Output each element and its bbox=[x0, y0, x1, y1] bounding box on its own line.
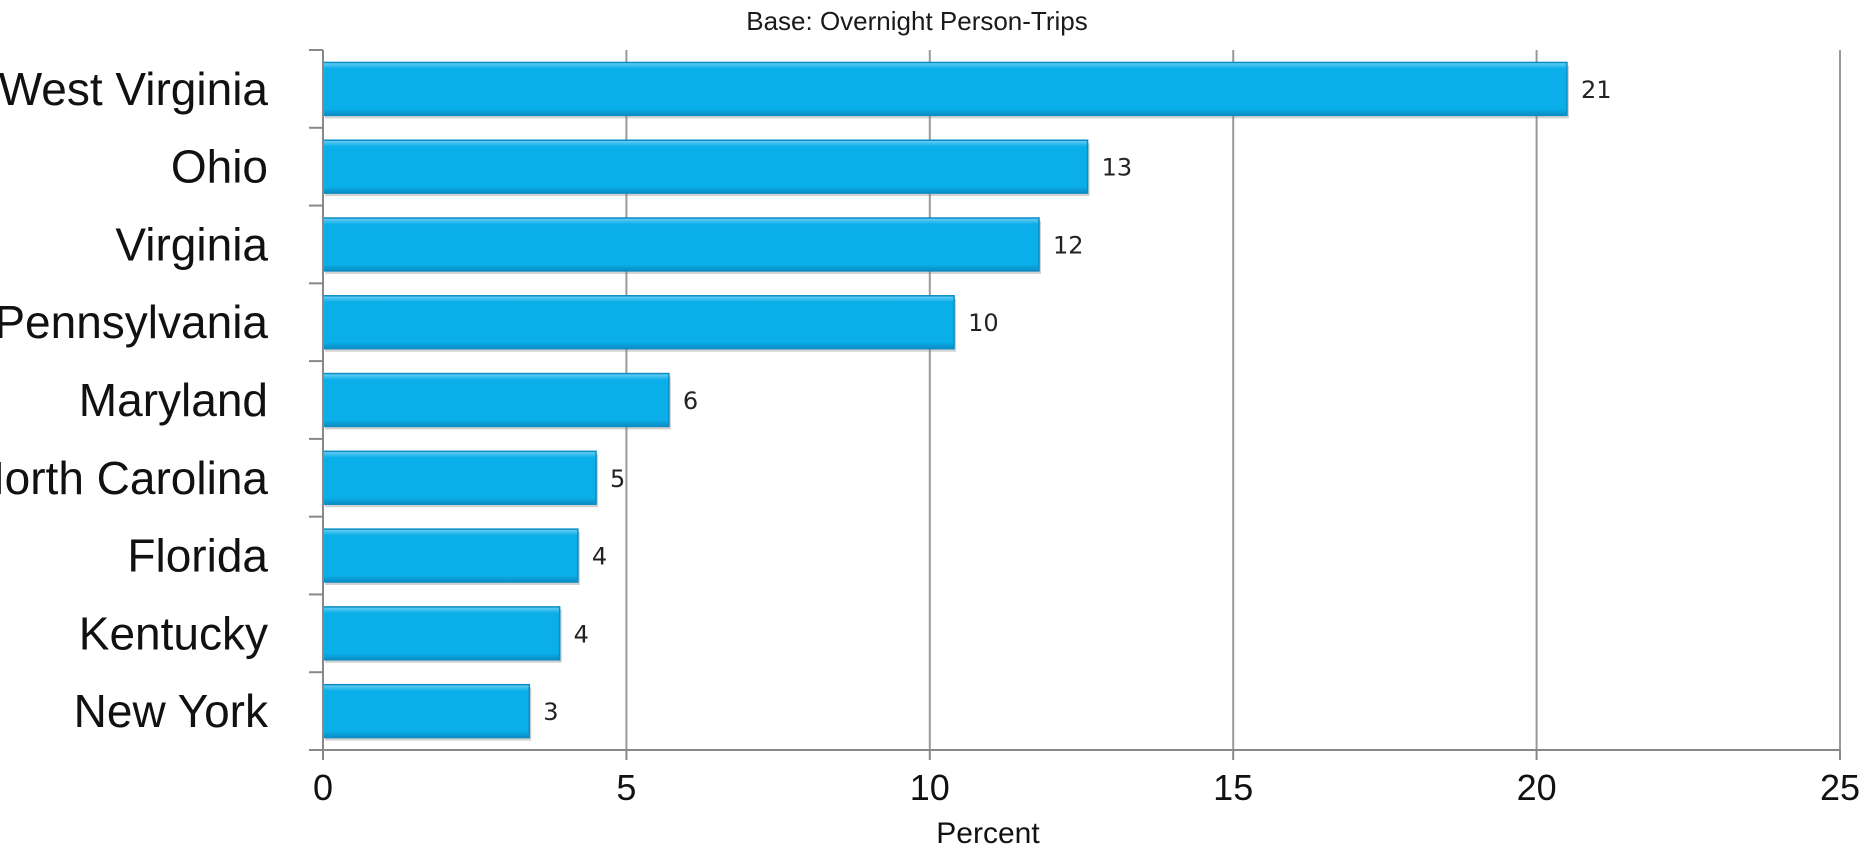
category-label: New York bbox=[74, 685, 269, 737]
category-label: Maryland bbox=[79, 374, 268, 426]
bar-west-virginia bbox=[322, 61, 1568, 117]
data-label: 4 bbox=[592, 543, 607, 571]
x-tick-label: 5 bbox=[616, 767, 636, 808]
data-label: 4 bbox=[574, 620, 589, 648]
chart-title: Base: Overnight Person-Trips bbox=[746, 6, 1088, 36]
category-label: Kentucky bbox=[79, 607, 268, 659]
axes bbox=[309, 49, 1841, 760]
data-label: 5 bbox=[610, 465, 625, 493]
bar-ohio bbox=[322, 139, 1089, 194]
data-label: 12 bbox=[1053, 231, 1084, 259]
data-label: 13 bbox=[1102, 154, 1133, 182]
bar-pennsylvania bbox=[322, 295, 955, 350]
category-label: Pennsylvania bbox=[0, 296, 268, 348]
category-label: North Carolina bbox=[0, 452, 268, 504]
data-label: 6 bbox=[683, 387, 698, 415]
x-tick-label: 25 bbox=[1820, 767, 1860, 808]
x-tick-labels: 0 5 10 15 20 25 bbox=[313, 767, 1860, 808]
x-tick-label: 10 bbox=[910, 767, 950, 808]
data-labels: 21 13 12 10 6 5 4 4 3 bbox=[543, 76, 1611, 726]
bar-maryland bbox=[322, 372, 670, 428]
category-label: West Virginia bbox=[0, 63, 268, 115]
category-label: Ohio bbox=[171, 141, 268, 193]
x-tick-label: 0 bbox=[313, 767, 333, 808]
bar-virginia bbox=[322, 217, 1040, 272]
bar-new-york bbox=[322, 683, 531, 739]
data-label: 10 bbox=[968, 309, 999, 337]
category-label: Florida bbox=[127, 530, 268, 582]
category-label: Virginia bbox=[115, 218, 268, 270]
x-tick-label: 20 bbox=[1517, 767, 1557, 808]
bar-kentucky bbox=[322, 606, 561, 661]
category-labels: West Virginia Ohio Virginia Pennsylvania Mar… bbox=[0, 63, 269, 737]
x-axis-title: Percent bbox=[936, 817, 1040, 850]
bar-florida bbox=[322, 528, 579, 583]
data-label: 3 bbox=[543, 698, 558, 726]
x-tick-label: 15 bbox=[1213, 767, 1253, 808]
data-label: 21 bbox=[1581, 76, 1612, 104]
bars bbox=[322, 61, 1569, 741]
bar-north-carolina bbox=[322, 450, 597, 505]
